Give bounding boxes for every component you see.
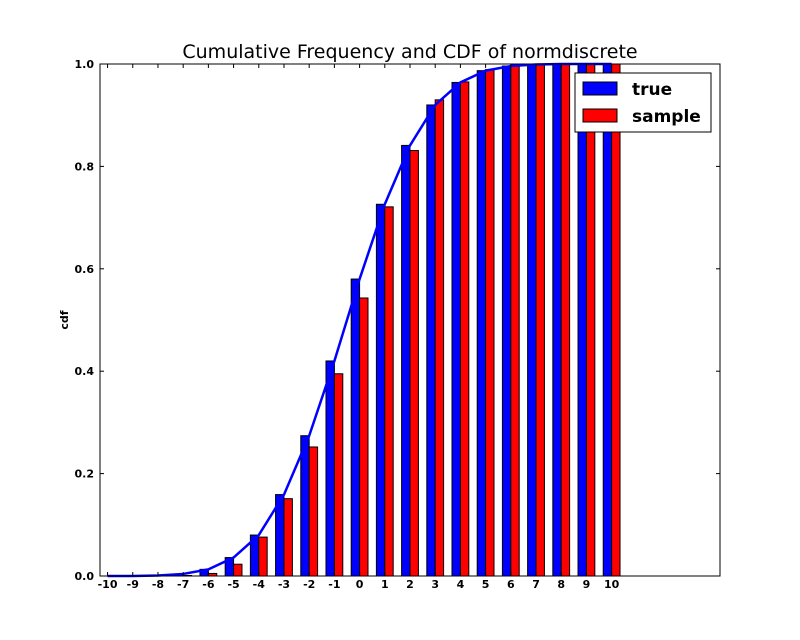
cdf-line <box>107 62 612 578</box>
y-tick-label: 0.4 <box>75 365 95 378</box>
x-tick-label: 4 <box>457 578 465 591</box>
y-tick-label: 1.0 <box>75 58 95 71</box>
x-tick-label: -9 <box>127 578 139 591</box>
x-tick-label: 3 <box>431 578 439 591</box>
legend-swatch-true <box>582 81 618 96</box>
x-tick-label: 8 <box>557 578 565 591</box>
bar-true-0 <box>350 278 361 577</box>
x-tick-label: 5 <box>482 578 490 591</box>
series-sample <box>182 63 621 577</box>
bar-sample--4 <box>258 536 268 577</box>
x-tick-label: -6 <box>202 578 215 591</box>
bar-true-7 <box>527 64 537 577</box>
bar-sample-1 <box>384 206 394 577</box>
y-tick-label: 0.6 <box>75 263 95 276</box>
bar-sample--5 <box>233 563 243 577</box>
y-axis: 0.0 0.2 0.4 0.6 0.8 1.0 <box>75 58 720 583</box>
bar-true-9 <box>577 63 587 577</box>
legend-swatch-sample <box>582 108 618 123</box>
bar-sample-2 <box>409 150 419 577</box>
bar-true-1 <box>375 203 386 577</box>
y-tick-label: 0.0 <box>75 570 95 583</box>
bar-sample--2 <box>308 446 319 577</box>
x-tick-label: -1 <box>328 578 340 591</box>
x-tick-label: -4 <box>253 578 266 591</box>
bar-true-2 <box>401 144 411 577</box>
bar-sample-5 <box>485 69 495 577</box>
bar-true-3 <box>426 104 436 577</box>
y-tick-label: 0.2 <box>75 468 95 481</box>
bar-true-4 <box>451 81 461 577</box>
bar-sample--1 <box>333 373 344 577</box>
bar-sample-3 <box>434 99 445 577</box>
bar-sample-8 <box>560 63 571 577</box>
bar-true--1 <box>325 360 335 577</box>
chart-title: Cumulative Frequency and CDF of normdisc… <box>182 41 637 63</box>
bar-true-5 <box>476 70 487 577</box>
x-tick-label: -3 <box>278 578 290 591</box>
x-tick-label: 10 <box>604 578 620 591</box>
x-tick-label: 2 <box>406 578 414 591</box>
bar-sample-6 <box>510 64 520 577</box>
x-tick-label: -2 <box>303 578 315 591</box>
x-tick-label: -8 <box>152 578 164 591</box>
bar-sample-0 <box>359 297 369 577</box>
x-tick-label: 0 <box>356 578 364 591</box>
x-tick-label: 1 <box>381 578 389 591</box>
bar-sample--3 <box>283 498 293 577</box>
bar-sample-7 <box>535 63 545 577</box>
x-tick-label: 7 <box>532 578 540 591</box>
bar-true-6 <box>501 65 512 577</box>
bar-sample-4 <box>459 81 470 577</box>
legend-label-true: true <box>632 80 672 100</box>
plot-area <box>107 62 621 578</box>
bar-sample-9 <box>585 63 596 577</box>
legend-label-sample: sample <box>632 107 701 127</box>
y-tick-label: 0.8 <box>75 160 95 173</box>
bar-true--2 <box>300 435 310 577</box>
x-tick-label: 9 <box>583 578 591 591</box>
bar-true-10 <box>602 63 613 577</box>
x-tick-label: -5 <box>227 578 239 591</box>
y-axis-label: cdf <box>58 310 71 329</box>
bar-sample-10 <box>611 63 621 577</box>
x-tick-label: 6 <box>507 578 515 591</box>
x-tick-label: -7 <box>177 578 189 591</box>
x-tick-label: -10 <box>98 578 118 591</box>
x-axis: -10 -9 -8 -7 -6 -5 -4 -3 -2 -1 0 1 2 3 4 5 6 7 8 9 10 <box>98 64 620 591</box>
legend: true sample <box>574 72 712 133</box>
bar-true-8 <box>552 63 562 577</box>
